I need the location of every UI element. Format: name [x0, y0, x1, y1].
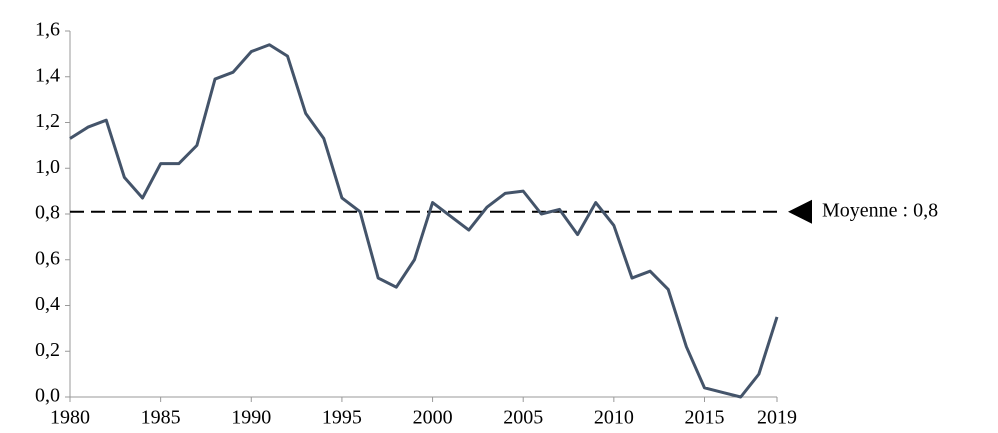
y-tick-label: 1,6	[35, 19, 60, 41]
x-tick-label: 2000	[413, 407, 453, 429]
mean-label: Moyenne : 0,8	[822, 199, 938, 221]
mean-marker	[788, 199, 812, 224]
x-tick-label: 2005	[503, 407, 543, 429]
x-tick-label: 2019	[757, 407, 797, 429]
x-tick-label: 1995	[322, 407, 362, 429]
y-tick-label: 1,2	[35, 110, 60, 132]
x-tick-label: 1985	[141, 407, 181, 429]
y-tick-label: 0,0	[35, 385, 60, 407]
x-tick-label: 2015	[684, 407, 724, 429]
y-tick-label: 0,6	[35, 247, 60, 269]
y-tick-label: 0,4	[35, 293, 60, 315]
x-tick-label: 1990	[231, 407, 271, 429]
y-tick-label: 0,8	[35, 202, 60, 224]
y-tick-label: 1,4	[35, 64, 60, 86]
y-tick-label: 0,2	[35, 339, 60, 361]
data-line	[69, 43, 779, 399]
x-tick-label: 2010	[594, 407, 634, 429]
x-tick-label: 1980	[50, 407, 90, 429]
y-tick-label: 1,0	[35, 156, 60, 178]
